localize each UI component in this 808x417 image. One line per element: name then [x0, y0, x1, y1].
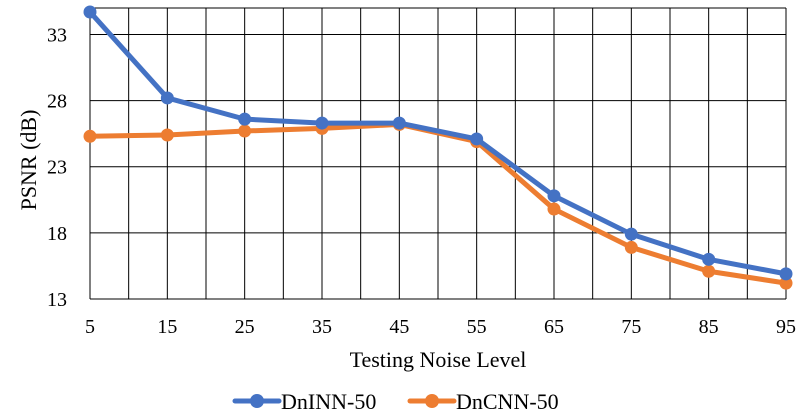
- data-point: [238, 124, 252, 138]
- data-point: [702, 252, 716, 266]
- data-point: [547, 189, 561, 203]
- x-tick-label: 75: [621, 316, 641, 338]
- y-tick-label: 33: [47, 24, 67, 46]
- data-point: [779, 267, 793, 281]
- y-tick-label: 13: [47, 289, 67, 311]
- data-point: [624, 240, 638, 254]
- data-point: [160, 91, 174, 105]
- x-tick-label: 25: [235, 316, 255, 338]
- y-tick-label: 18: [47, 223, 67, 245]
- x-tick-label: 85: [699, 316, 719, 338]
- y-tick-label: 23: [47, 157, 67, 179]
- y-axis-tick-labels: 13 18 23 28 33: [47, 24, 67, 311]
- legend-label: DnINN-50: [281, 389, 376, 414]
- plot-series: [83, 5, 793, 290]
- x-axis-title: Testing Noise Level: [350, 347, 527, 372]
- series-line: [87, 9, 789, 277]
- legend-label: DnCNN-50: [456, 389, 559, 414]
- legend-marker: [250, 394, 264, 408]
- x-tick-label: 45: [389, 316, 409, 338]
- x-tick-label: 5: [85, 316, 95, 338]
- data-point: [238, 112, 252, 126]
- x-tick-label: 55: [467, 316, 487, 338]
- legend-marker: [425, 394, 439, 408]
- y-tick-label: 28: [47, 91, 67, 113]
- grid-lines: [89, 7, 787, 300]
- data-point: [160, 128, 174, 142]
- data-point: [624, 227, 638, 241]
- data-point: [392, 116, 406, 130]
- data-point: [779, 276, 793, 290]
- x-tick-label: 95: [776, 316, 796, 338]
- data-point: [470, 132, 484, 146]
- y-axis-title: PSNR (dB): [16, 110, 41, 211]
- data-point: [315, 116, 329, 130]
- data-point: [83, 129, 97, 143]
- legend-item: DnCNN-50: [407, 389, 559, 414]
- x-tick-label: 35: [312, 316, 332, 338]
- x-axis-tick-labels: 5 15 25 35 45 55 65 75 85 95: [85, 316, 796, 338]
- legend-item: DnINN-50: [232, 389, 376, 414]
- legend: DnINN-50 DnCNN-50: [232, 389, 559, 414]
- x-tick-label: 15: [157, 316, 177, 338]
- series-dninn-50: [83, 5, 793, 281]
- x-tick-label: 65: [544, 316, 564, 338]
- data-point: [83, 5, 97, 19]
- data-point: [547, 202, 561, 216]
- data-point: [702, 264, 716, 278]
